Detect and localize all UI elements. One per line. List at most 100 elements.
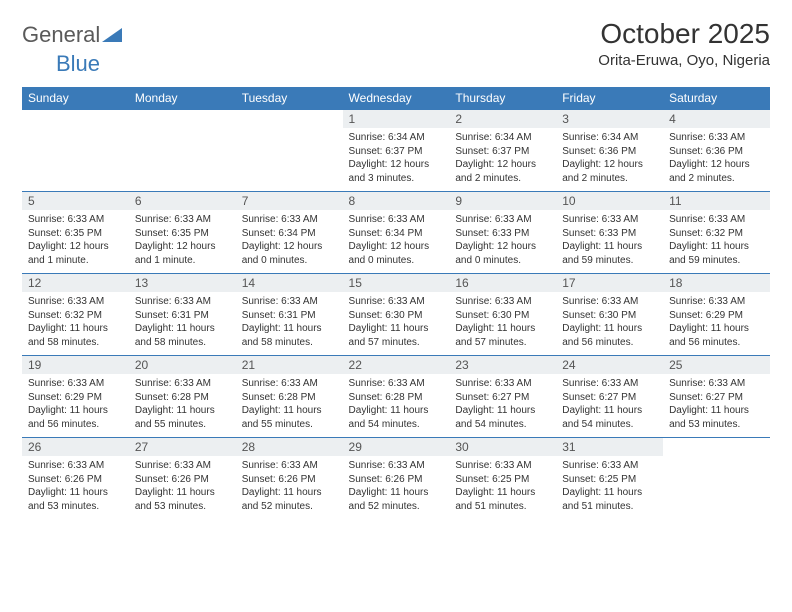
sunrise-text: Sunrise: 6:33 AM (349, 295, 444, 309)
sunset-text: Sunset: 6:26 PM (135, 473, 230, 487)
day-cell: 10Sunrise: 6:33 AMSunset: 6:33 PMDayligh… (556, 192, 663, 274)
day-cell: 13Sunrise: 6:33 AMSunset: 6:31 PMDayligh… (129, 274, 236, 356)
day-cell: 19Sunrise: 6:33 AMSunset: 6:29 PMDayligh… (22, 356, 129, 438)
day-cell: 2Sunrise: 6:34 AMSunset: 6:37 PMDaylight… (449, 110, 556, 192)
daylight-text: Daylight: 11 hours and 56 minutes. (28, 404, 123, 431)
sunrise-text: Sunrise: 6:33 AM (135, 213, 230, 227)
day-body: Sunrise: 6:33 AMSunset: 6:31 PMDaylight:… (129, 292, 236, 355)
daylight-text: Daylight: 11 hours and 51 minutes. (455, 486, 550, 513)
day-cell: 3Sunrise: 6:34 AMSunset: 6:36 PMDaylight… (556, 110, 663, 192)
sunrise-text: Sunrise: 6:33 AM (562, 459, 657, 473)
day-cell: 20Sunrise: 6:33 AMSunset: 6:28 PMDayligh… (129, 356, 236, 438)
sunset-text: Sunset: 6:26 PM (349, 473, 444, 487)
location: Orita-Eruwa, Oyo, Nigeria (598, 52, 770, 69)
day-body: Sunrise: 6:33 AMSunset: 6:32 PMDaylight:… (663, 210, 770, 273)
dow-saturday: Saturday (663, 87, 770, 110)
daylight-text: Daylight: 12 hours and 2 minutes. (562, 158, 657, 185)
daylight-text: Daylight: 12 hours and 2 minutes. (669, 158, 764, 185)
day-body: Sunrise: 6:33 AMSunset: 6:29 PMDaylight:… (663, 292, 770, 355)
day-body: Sunrise: 6:34 AMSunset: 6:36 PMDaylight:… (556, 128, 663, 191)
sunset-text: Sunset: 6:28 PM (242, 391, 337, 405)
sunset-text: Sunset: 6:36 PM (669, 145, 764, 159)
dow-row: Sunday Monday Tuesday Wednesday Thursday… (22, 87, 770, 110)
day-number: 6 (129, 192, 236, 210)
day-cell: 22Sunrise: 6:33 AMSunset: 6:28 PMDayligh… (343, 356, 450, 438)
day-cell: 12Sunrise: 6:33 AMSunset: 6:32 PMDayligh… (22, 274, 129, 356)
day-cell: 11Sunrise: 6:33 AMSunset: 6:32 PMDayligh… (663, 192, 770, 274)
day-cell: 6Sunrise: 6:33 AMSunset: 6:35 PMDaylight… (129, 192, 236, 274)
sunrise-text: Sunrise: 6:33 AM (669, 295, 764, 309)
day-body: Sunrise: 6:34 AMSunset: 6:37 PMDaylight:… (343, 128, 450, 191)
sunrise-text: Sunrise: 6:33 AM (455, 377, 550, 391)
day-number: 19 (22, 356, 129, 374)
sunrise-text: Sunrise: 6:33 AM (455, 213, 550, 227)
sunset-text: Sunset: 6:28 PM (349, 391, 444, 405)
dow-sunday: Sunday (22, 87, 129, 110)
daylight-text: Daylight: 12 hours and 1 minute. (135, 240, 230, 267)
sunrise-text: Sunrise: 6:34 AM (455, 131, 550, 145)
sunset-text: Sunset: 6:30 PM (455, 309, 550, 323)
daylight-text: Daylight: 11 hours and 58 minutes. (28, 322, 123, 349)
week-row: 26Sunrise: 6:33 AMSunset: 6:26 PMDayligh… (22, 438, 770, 520)
sunrise-text: Sunrise: 6:33 AM (242, 459, 337, 473)
day-cell: 8Sunrise: 6:33 AMSunset: 6:34 PMDaylight… (343, 192, 450, 274)
day-cell: 7Sunrise: 6:33 AMSunset: 6:34 PMDaylight… (236, 192, 343, 274)
day-cell (22, 110, 129, 192)
day-number: 28 (236, 438, 343, 456)
daylight-text: Daylight: 12 hours and 3 minutes. (349, 158, 444, 185)
day-cell: 25Sunrise: 6:33 AMSunset: 6:27 PMDayligh… (663, 356, 770, 438)
day-body: Sunrise: 6:33 AMSunset: 6:26 PMDaylight:… (236, 456, 343, 519)
day-body: Sunrise: 6:33 AMSunset: 6:33 PMDaylight:… (449, 210, 556, 273)
sunset-text: Sunset: 6:37 PM (349, 145, 444, 159)
day-number: 23 (449, 356, 556, 374)
daylight-text: Daylight: 11 hours and 59 minutes. (669, 240, 764, 267)
day-body: Sunrise: 6:33 AMSunset: 6:27 PMDaylight:… (663, 374, 770, 437)
day-number: 16 (449, 274, 556, 292)
dow-monday: Monday (129, 87, 236, 110)
day-body: Sunrise: 6:33 AMSunset: 6:25 PMDaylight:… (449, 456, 556, 519)
day-cell: 29Sunrise: 6:33 AMSunset: 6:26 PMDayligh… (343, 438, 450, 520)
day-number: 17 (556, 274, 663, 292)
sunrise-text: Sunrise: 6:33 AM (242, 295, 337, 309)
day-cell: 27Sunrise: 6:33 AMSunset: 6:26 PMDayligh… (129, 438, 236, 520)
day-cell: 28Sunrise: 6:33 AMSunset: 6:26 PMDayligh… (236, 438, 343, 520)
day-cell: 24Sunrise: 6:33 AMSunset: 6:27 PMDayligh… (556, 356, 663, 438)
week-row: 5Sunrise: 6:33 AMSunset: 6:35 PMDaylight… (22, 192, 770, 274)
sunset-text: Sunset: 6:27 PM (455, 391, 550, 405)
sunrise-text: Sunrise: 6:33 AM (455, 459, 550, 473)
daylight-text: Daylight: 11 hours and 53 minutes. (669, 404, 764, 431)
day-cell (129, 110, 236, 192)
sunset-text: Sunset: 6:33 PM (562, 227, 657, 241)
daylight-text: Daylight: 11 hours and 57 minutes. (349, 322, 444, 349)
day-number: 29 (343, 438, 450, 456)
daylight-text: Daylight: 11 hours and 56 minutes. (669, 322, 764, 349)
sunset-text: Sunset: 6:25 PM (562, 473, 657, 487)
day-body: Sunrise: 6:33 AMSunset: 6:31 PMDaylight:… (236, 292, 343, 355)
sunrise-text: Sunrise: 6:33 AM (28, 459, 123, 473)
logo-text-general: General (22, 22, 100, 47)
sunrise-text: Sunrise: 6:33 AM (669, 131, 764, 145)
daylight-text: Daylight: 11 hours and 54 minutes. (562, 404, 657, 431)
day-body: Sunrise: 6:33 AMSunset: 6:33 PMDaylight:… (556, 210, 663, 273)
day-number: 26 (22, 438, 129, 456)
sunset-text: Sunset: 6:28 PM (135, 391, 230, 405)
calendar-table: Sunday Monday Tuesday Wednesday Thursday… (22, 87, 770, 519)
daylight-text: Daylight: 11 hours and 55 minutes. (135, 404, 230, 431)
daylight-text: Daylight: 12 hours and 2 minutes. (455, 158, 550, 185)
daylight-text: Daylight: 11 hours and 56 minutes. (562, 322, 657, 349)
day-number: 30 (449, 438, 556, 456)
day-body: Sunrise: 6:33 AMSunset: 6:28 PMDaylight:… (236, 374, 343, 437)
day-body: Sunrise: 6:33 AMSunset: 6:25 PMDaylight:… (556, 456, 663, 519)
dow-thursday: Thursday (449, 87, 556, 110)
sunrise-text: Sunrise: 6:33 AM (349, 459, 444, 473)
day-body: Sunrise: 6:33 AMSunset: 6:26 PMDaylight:… (22, 456, 129, 519)
daylight-text: Daylight: 11 hours and 52 minutes. (242, 486, 337, 513)
day-number: 2 (449, 110, 556, 128)
day-body: Sunrise: 6:33 AMSunset: 6:27 PMDaylight:… (449, 374, 556, 437)
day-body: Sunrise: 6:33 AMSunset: 6:30 PMDaylight:… (449, 292, 556, 355)
week-row: 1Sunrise: 6:34 AMSunset: 6:37 PMDaylight… (22, 110, 770, 192)
sunrise-text: Sunrise: 6:33 AM (135, 377, 230, 391)
sunset-text: Sunset: 6:30 PM (349, 309, 444, 323)
day-number: 18 (663, 274, 770, 292)
day-cell: 31Sunrise: 6:33 AMSunset: 6:25 PMDayligh… (556, 438, 663, 520)
